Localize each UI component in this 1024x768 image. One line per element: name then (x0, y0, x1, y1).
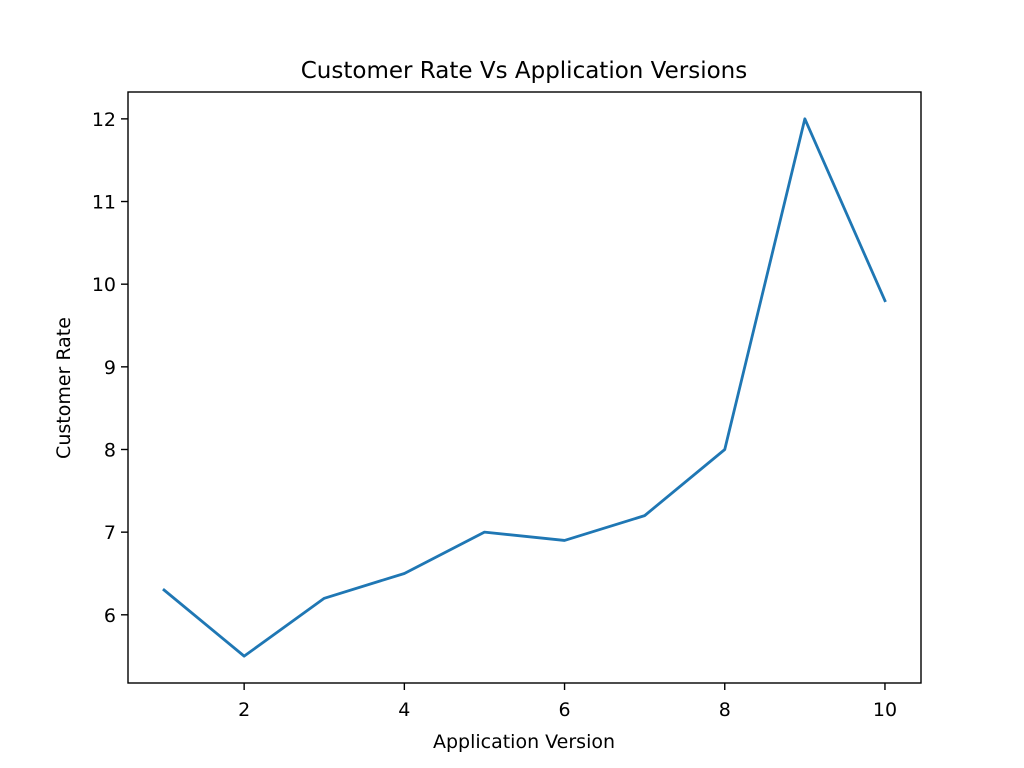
y-axis-label: Customer Rate (53, 317, 75, 459)
x-tick-label: 4 (398, 699, 410, 721)
series-line-0 (162, 117, 887, 658)
series-layer (162, 117, 887, 658)
y-tick-label: 6 (104, 605, 116, 627)
y-tick-label: 7 (104, 522, 116, 544)
y-tick-label: 9 (104, 357, 116, 379)
plot-area-frame (127, 91, 922, 684)
y-tick-label: 10 (92, 274, 116, 296)
x-tick-label: 10 (873, 699, 897, 721)
x-axis-label: Application Version (433, 731, 615, 753)
y-tick-label: 11 (92, 192, 116, 214)
x-axis-ticks: 2 4 6 8 10 (238, 683, 897, 721)
y-tick-label: 8 (104, 439, 116, 461)
chart-title: Customer Rate Vs Application Versions (301, 58, 748, 84)
y-tick-label: 12 (92, 109, 116, 131)
x-tick-label: 2 (238, 699, 250, 721)
y-axis-ticks: 6 7 8 9 10 11 12 (92, 109, 128, 627)
x-tick-label: 6 (559, 699, 571, 721)
x-tick-label: 8 (719, 699, 731, 721)
